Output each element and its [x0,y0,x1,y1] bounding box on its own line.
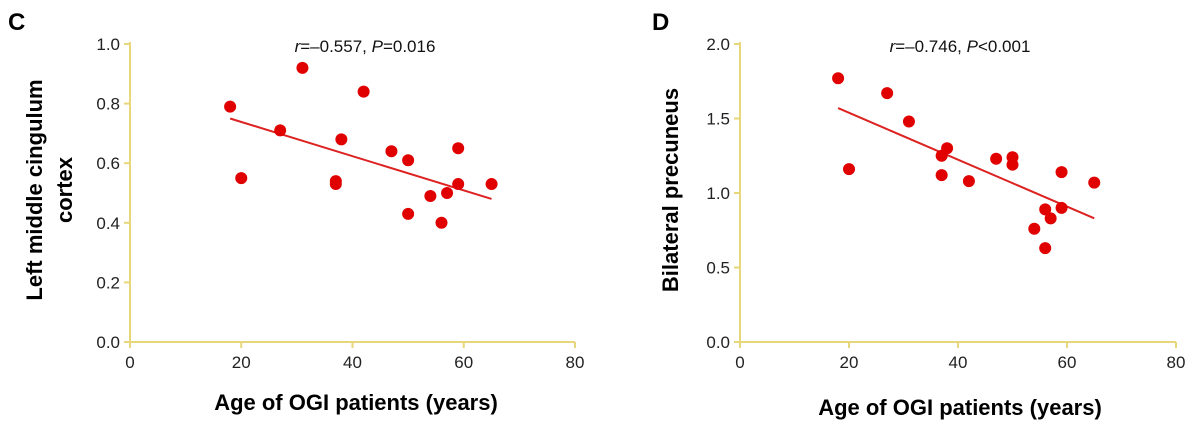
data-point [441,187,454,199]
y-tick-label: 1.0 [96,35,120,54]
data-point [435,216,448,229]
x-tick-label: 20 [232,353,251,372]
y-tick-label: 2.0 [706,35,730,54]
data-point [402,207,415,220]
panel-letter: C [8,9,25,36]
data-point [385,145,398,158]
y-axis-title: cortex [52,156,77,223]
x-tick-label: 80 [566,353,585,372]
data-point [843,163,855,176]
x-tick-label: 60 [454,353,473,372]
y-tick-label: 0.8 [96,95,120,114]
data-point [962,175,975,188]
stat-r-value: =–0.746, [895,37,966,56]
x-tick-label: 40 [949,353,968,372]
stat-p-value: =0.016 [383,37,435,56]
x-tick-label: 80 [1167,353,1186,372]
data-point [941,142,954,155]
data-point [832,72,845,85]
data-point [990,152,1003,165]
y-tick-label: 0.0 [706,333,730,352]
data-point [357,85,370,98]
stat-r-value: =–0.557, [300,37,371,56]
x-axis-title: Age of OGI patients (years) [818,395,1102,420]
x-tick-label: 0 [735,353,744,372]
x-tick-label: 0 [125,353,134,372]
data-point [1039,242,1052,255]
stat-p-value: <0.001 [978,37,1030,56]
y-tick-label: 1.0 [706,184,730,203]
data-point [485,178,498,191]
y-tick-label: 1.5 [706,110,730,129]
data-point [424,189,437,202]
y-axis-title: Left middle cingulum [22,79,47,300]
data-point [1044,212,1057,225]
stat-p-symbol: P [372,37,384,56]
data-point [274,124,287,137]
y-tick-label: 0.5 [706,259,730,278]
data-point [902,115,915,128]
y-tick-label: 0.6 [96,154,120,173]
data-point [1039,203,1052,216]
regression-line [837,107,1095,220]
data-point [235,172,248,185]
x-axis-title: Age of OGI patients (years) [214,390,498,415]
data-point [335,133,348,146]
data-point [1006,158,1019,171]
y-axis-title: Bilateral precuneus [658,88,683,292]
x-tick-label: 20 [840,353,859,372]
data-point [452,178,465,191]
chart-panel-d: D 0 20 40 60 80 0.0 0.5 1.0 1.5 2.0 r=–0.746, P<0.0… [652,9,1185,420]
y-tick-label: 0.4 [96,214,120,233]
data-point [224,100,237,113]
stat-p-symbol: P [967,37,979,56]
regression-line [229,117,492,200]
data-point [402,154,415,167]
stats-annotation: r=–0.557, P=0.016 [295,37,436,56]
data-point [1088,176,1101,189]
y-tick-label: 0.2 [96,273,120,292]
stat-r-symbol: r [295,37,302,56]
stat-r-symbol: r [890,37,897,56]
panel-letter: D [652,9,669,36]
stats-annotation: r=–0.746, P<0.001 [890,37,1031,56]
data-point [329,178,342,191]
x-tick-label: 60 [1058,353,1077,372]
chart-panel-c: C 0 20 40 60 80 0.0 0.2 0.4 0.6 0.8 1.0 r=–0.557, P=… [8,9,584,415]
x-tick-label: 40 [343,353,362,372]
y-tick-label: 0.0 [96,333,120,352]
data-point [935,169,948,182]
data-point [1028,222,1041,235]
data-point [1055,201,1068,214]
data-point [1055,166,1068,179]
data-point [452,142,465,155]
data-point [881,87,894,100]
data-point [296,61,309,74]
